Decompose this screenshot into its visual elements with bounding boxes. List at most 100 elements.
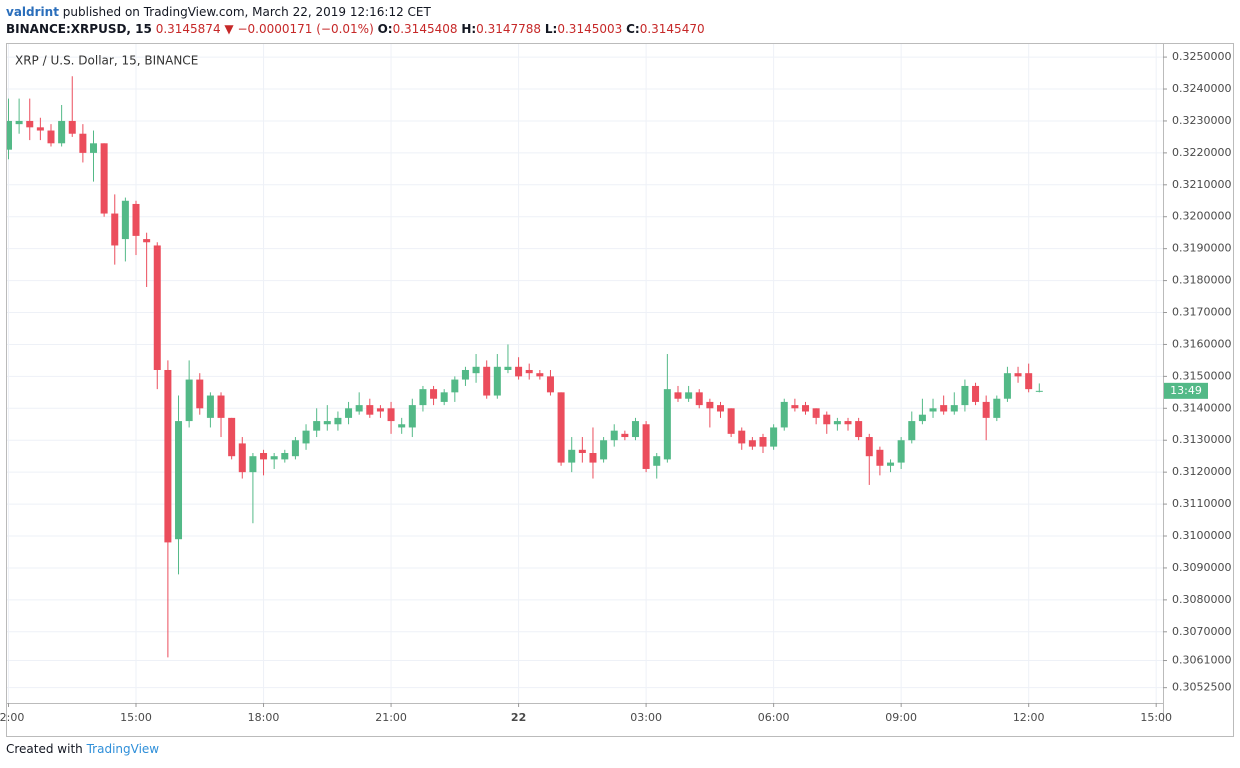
candle-body (685, 392, 693, 399)
price-marker (1164, 382, 1208, 399)
chart-title: XRP / U.S. Dollar, 15, BINANCE (15, 54, 198, 68)
axes: 0.3250000 0.3240000 0.3230000 0.3220000 0.32… (0, 50, 1232, 724)
candle-body (1035, 390, 1043, 392)
y-tick-label: 0.3061000 (1172, 654, 1232, 667)
change: ▼ −0.0000171 (−0.01%) (224, 22, 374, 36)
candle-body (270, 456, 278, 460)
candle-body (887, 462, 895, 466)
candle-body (153, 245, 161, 370)
candle-body (408, 405, 416, 428)
candle-body (47, 130, 55, 144)
candle-body (557, 392, 565, 463)
candle-body (770, 427, 778, 447)
candle-body (302, 430, 310, 444)
candle-body (228, 417, 236, 457)
candles (7, 76, 1043, 658)
grid (7, 44, 1163, 703)
candle-body (334, 417, 342, 425)
candle-body (164, 369, 172, 543)
candle-body (578, 449, 586, 454)
y-tick-label: 0.3052500 (1172, 681, 1232, 694)
candle-body (1025, 373, 1033, 390)
candle-body (653, 456, 661, 466)
candle-body (376, 408, 384, 412)
x-tick-label: 12:00 (0, 711, 24, 724)
candle-body (430, 389, 438, 399)
candle-body (461, 369, 469, 380)
candle-body (546, 376, 554, 393)
ohlc-label: L: (544, 22, 558, 36)
ohlc-value: 0.3145003 (557, 22, 623, 36)
candle-body (281, 453, 289, 460)
candle-body (918, 414, 926, 422)
x-tick-label: 09:00 (885, 711, 917, 724)
x-tick-label: 15:00 (1140, 711, 1172, 724)
x-tick-label: 18:00 (248, 711, 280, 724)
candle-body (674, 392, 682, 399)
y-tick-label: 0.3090000 (1172, 561, 1232, 574)
candle-body (217, 395, 225, 418)
candle-body (196, 379, 204, 409)
candle-body (802, 405, 810, 412)
ohlc-value: 0.3145470 (639, 22, 705, 36)
candle-body (313, 421, 321, 431)
candle-body (291, 440, 299, 457)
candle-body (493, 366, 501, 396)
ohlc-label: H: (461, 22, 477, 36)
candle-body (631, 421, 639, 438)
candle-body (908, 421, 916, 441)
candle-body (1014, 373, 1022, 377)
candle-body (982, 401, 990, 418)
candle-body (589, 453, 597, 463)
candle-body (950, 405, 958, 412)
candle-body (525, 369, 533, 374)
candle-body (249, 456, 257, 473)
candle-body (111, 213, 119, 246)
candle-body (7, 120, 12, 150)
brand[interactable]: TradingView (86, 742, 160, 756)
candle-body (610, 430, 618, 441)
y-tick-label: 0.3120000 (1172, 465, 1232, 478)
user[interactable]: valdrint (6, 5, 59, 19)
last-price: 0.3145874 (155, 22, 221, 36)
candle-body (440, 392, 448, 402)
candle-body (345, 408, 353, 418)
x-tick-label: 03:00 (630, 711, 662, 724)
candle-body (323, 421, 331, 425)
y-tick-label: 0.3250000 (1172, 50, 1232, 63)
y-tick-label: 0.3180000 (1172, 274, 1232, 287)
candle-body (451, 379, 459, 393)
candle-body (929, 408, 937, 412)
candle-body (185, 379, 193, 422)
candle-body (855, 421, 863, 438)
candle-body (36, 127, 44, 131)
y-tick-label: 0.3220000 (1172, 146, 1232, 159)
y-tick-label: 0.3150000 (1172, 369, 1232, 382)
candle-body (972, 385, 980, 402)
y-tick-label: 0.3240000 (1172, 82, 1232, 95)
candle-body (780, 401, 788, 428)
y-tick-label: 0.3160000 (1172, 337, 1232, 350)
y-tick-label: 0.3070000 (1172, 625, 1232, 638)
y-tick-label: 0.3130000 (1172, 433, 1232, 446)
candle-body (398, 424, 406, 428)
candle-body (68, 120, 76, 134)
x-tick-label: 12:00 (1013, 711, 1045, 724)
candle-body (568, 449, 576, 463)
candle-body (355, 405, 363, 412)
y-tick-label: 0.3080000 (1172, 593, 1232, 606)
candle-body (260, 453, 268, 460)
candle-body (940, 405, 948, 412)
ohlc-value: 0.3147788 (476, 22, 542, 36)
candle-body (695, 392, 703, 406)
candle-body (504, 366, 512, 370)
candle-body (515, 366, 523, 377)
chart: 0.3250000 0.3240000 0.3230000 0.3220000 0.32… (0, 43, 1234, 737)
y-tick-label: 0.3100000 (1172, 529, 1232, 542)
candle-body (483, 366, 491, 396)
candle-body (15, 120, 23, 125)
candle-body (600, 440, 608, 460)
candle-body (100, 143, 108, 214)
candle-body (738, 430, 746, 444)
